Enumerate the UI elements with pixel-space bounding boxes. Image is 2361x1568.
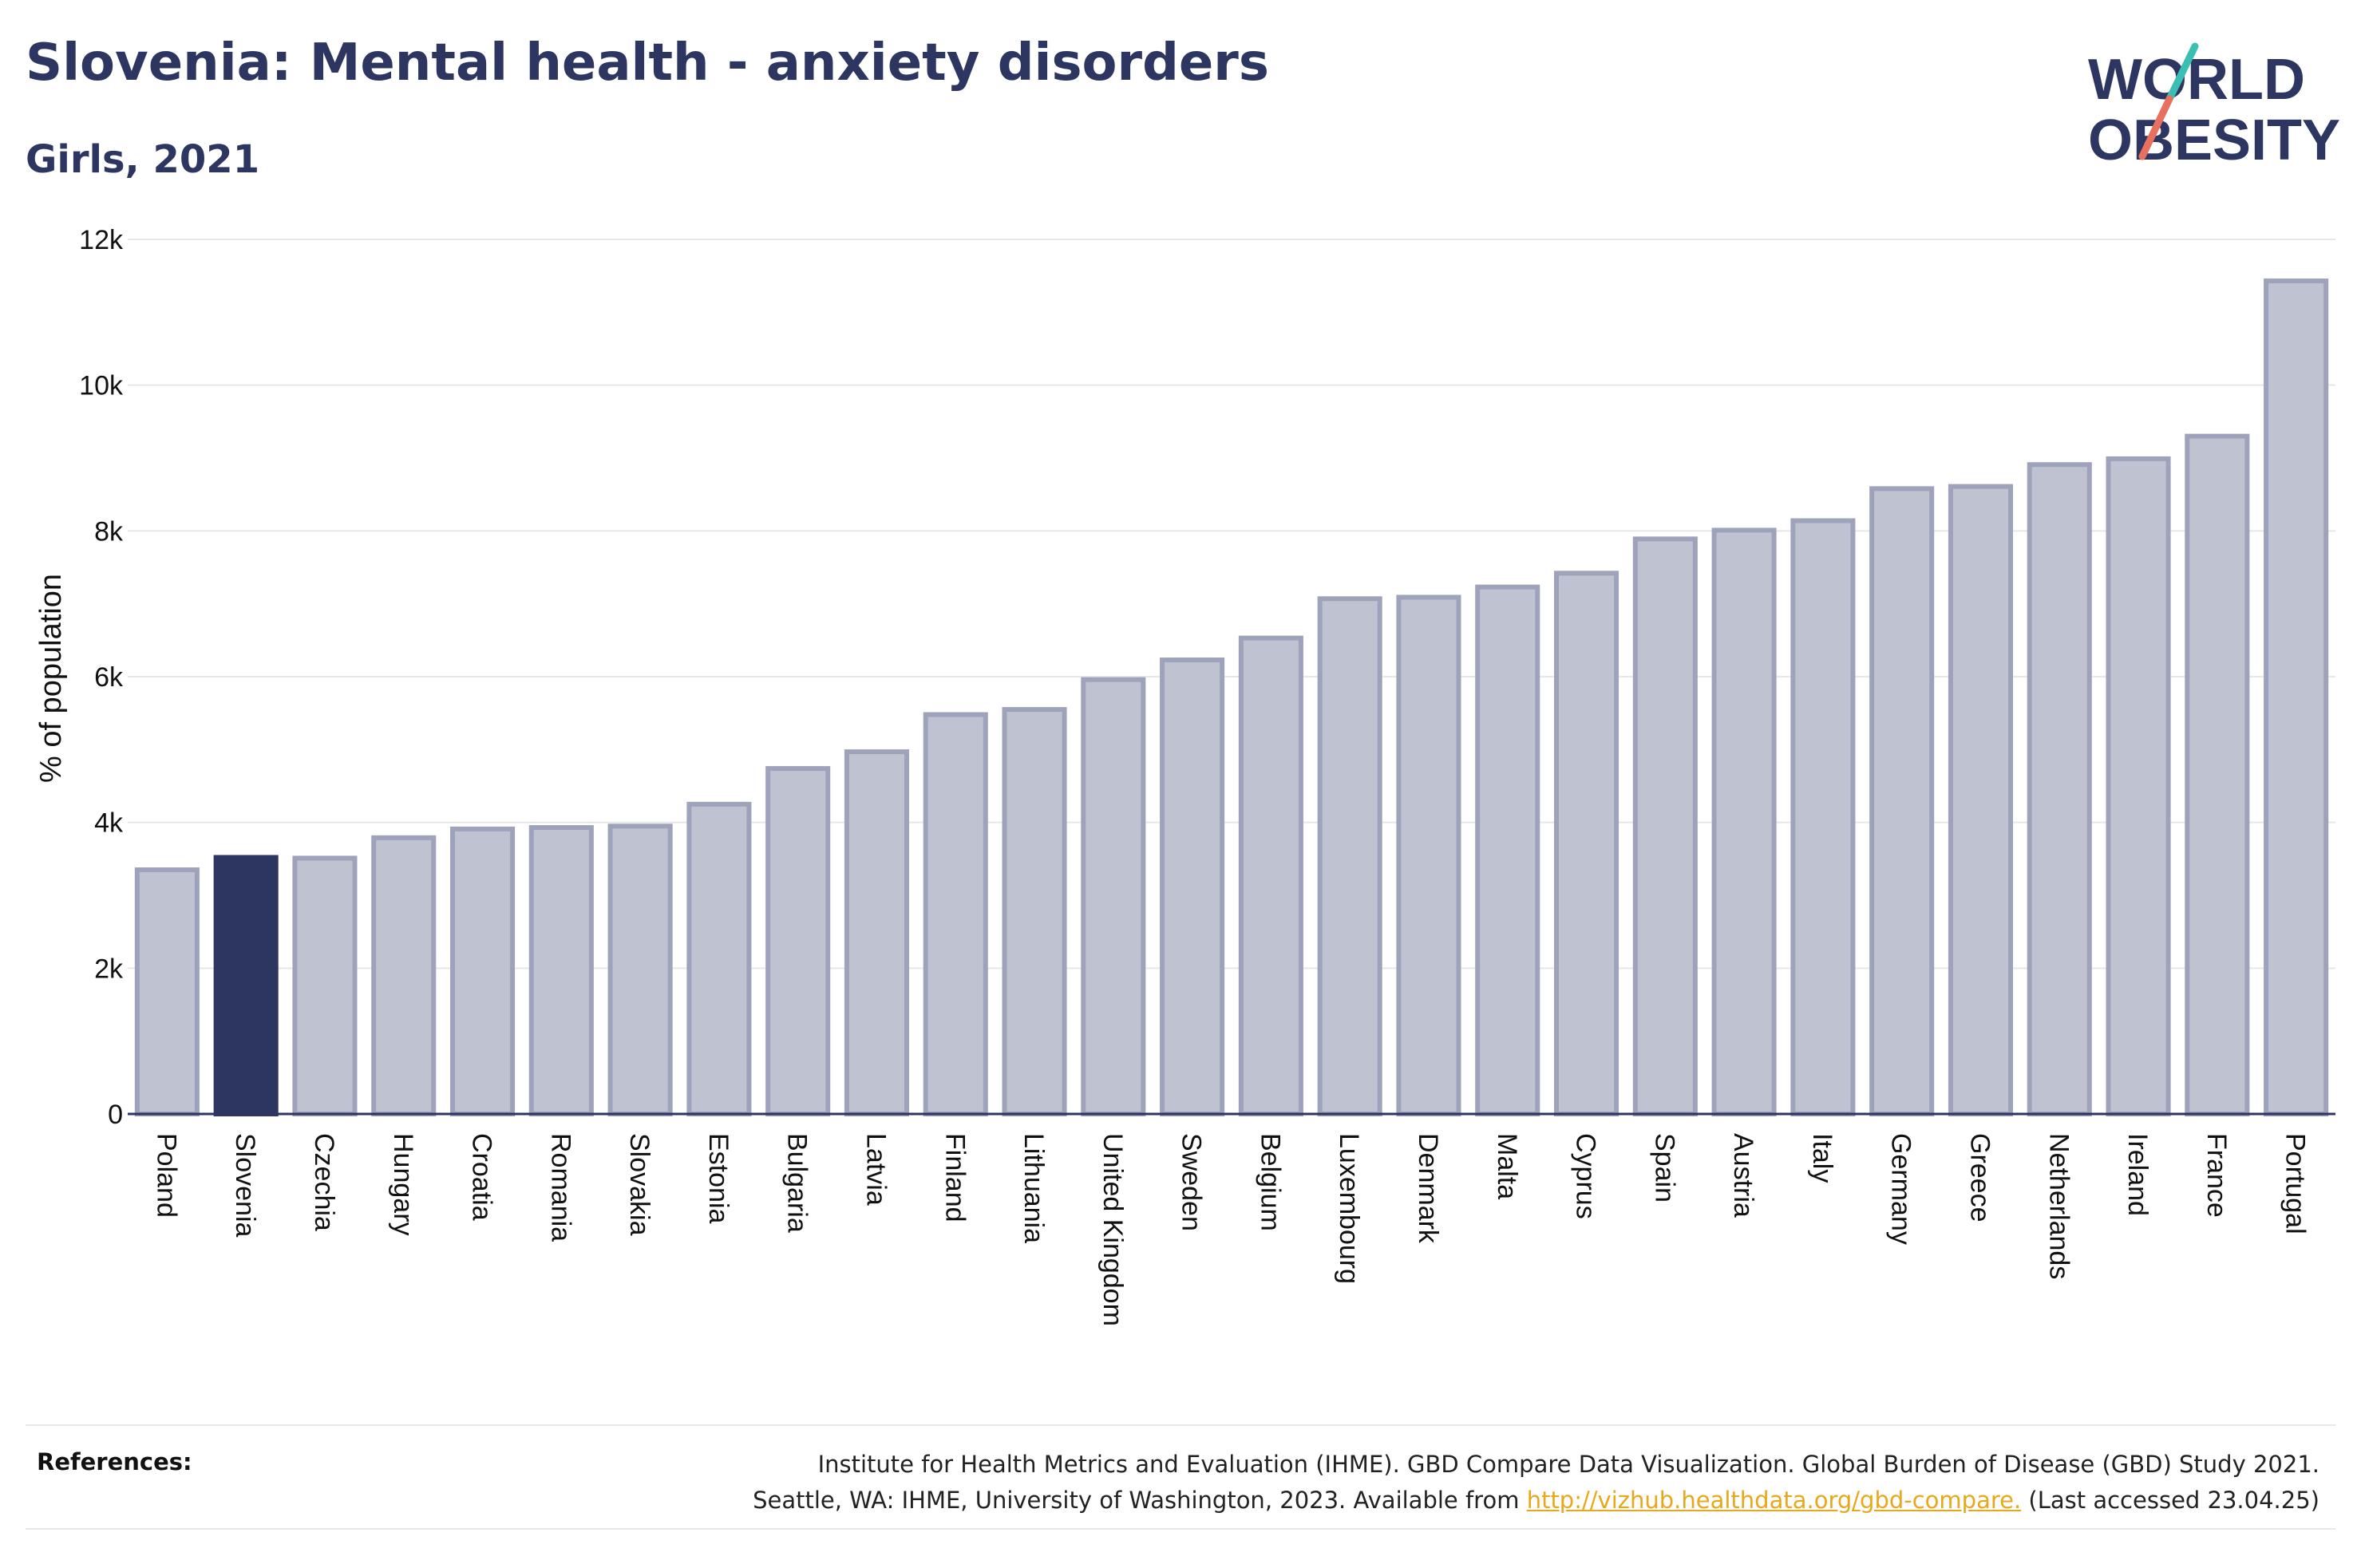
y-tick-label: 10k (79, 371, 124, 401)
bar-latvia (844, 749, 910, 1116)
chart-title: Slovenia: Mental health - anxiety disord… (26, 34, 1269, 93)
references-footer: References: Institute for Health Metrics… (26, 1424, 2335, 1530)
world-obesity-logo: WORLD OBESITY (2088, 42, 2340, 172)
y-tick-label: 4k (94, 808, 124, 839)
logo-text-world: WORLD (2088, 48, 2305, 112)
y-tick-label: 8k (94, 516, 124, 547)
bar-italy (1790, 518, 1856, 1116)
bar-estonia (686, 801, 752, 1116)
x-tick-label: United Kingdom (1097, 1133, 1128, 1326)
bar-united-kingdom (1081, 677, 1146, 1116)
x-tick-label: Ireland (2122, 1133, 2153, 1216)
chart-subtitle: Girls, 2021 (26, 137, 260, 182)
bars (128, 278, 2335, 1117)
y-tick-labels: 0 2k 4k 6k 8k 10k 12k (79, 225, 124, 1130)
bar-bulgaria (765, 766, 831, 1117)
bar-austria (1711, 527, 1777, 1116)
bar-denmark (1396, 594, 1461, 1116)
bar-portugal (2264, 278, 2329, 1116)
x-tick-label: Romania (545, 1133, 575, 1242)
bar-poland (134, 867, 200, 1116)
bar-croatia (449, 826, 516, 1117)
bar-cyprus (1553, 571, 1619, 1116)
y-tick-label: 12k (79, 225, 124, 255)
x-tick-label: Bulgaria (782, 1133, 813, 1233)
x-tick-label: Slovenia (230, 1133, 260, 1238)
bar-chart: 0 2k 4k 6k 8k 10k 12k Poland Slovenia Czechia Hun… (34, 225, 2335, 1326)
y-tick-label: 6k (94, 662, 124, 693)
x-tick-label: Poland (151, 1133, 181, 1218)
references-label: References: (37, 1448, 192, 1475)
x-tick-label: Latvia (860, 1133, 891, 1206)
bar-finland (923, 712, 988, 1116)
x-tick-label: Portugal (2280, 1133, 2311, 1234)
bar-belgium (1238, 635, 1303, 1116)
x-tick-label: Austria (1728, 1133, 1758, 1218)
x-tick-label: Denmark (1413, 1133, 1443, 1244)
bar-ireland (2106, 456, 2171, 1116)
x-tick-label: France (2201, 1133, 2232, 1218)
x-tick-label: Malta (1492, 1133, 1522, 1199)
bar-czechia (292, 855, 358, 1117)
logo-text-obesity: OBESITY (2088, 109, 2340, 172)
y-tick-label: 0 (108, 1100, 123, 1130)
bar-slovakia (607, 823, 673, 1116)
bar-luxembourg (1317, 596, 1382, 1116)
reference-line-1: Institute for Health Metrics and Evaluat… (817, 1451, 2319, 1478)
x-tick-label: Finland (939, 1133, 970, 1222)
bar-slovenia (213, 855, 279, 1117)
bar-greece (1948, 484, 2014, 1116)
reference-link[interactable]: http://vizhub.healthdata.org/gbd-compare… (1526, 1486, 2022, 1514)
y-axis-label: % of population (34, 574, 68, 783)
x-tick-label: Spain (1649, 1133, 1679, 1203)
bar-lithuania (1002, 707, 1067, 1116)
x-tick-label: Greece (1964, 1133, 1995, 1222)
bar-hungary (371, 835, 437, 1116)
x-tick-label: Netherlands (2043, 1133, 2074, 1279)
x-tick-label: Luxembourg (1334, 1133, 1364, 1284)
reference-line-2-end: (Last accessed 23.04.25) (2021, 1486, 2319, 1514)
x-tick-label: Croatia (467, 1133, 497, 1221)
x-tick-label: Estonia (703, 1133, 734, 1223)
logo-slash-teal (2165, 42, 2199, 103)
references-text: Institute for Health Metrics and Evaluat… (753, 1447, 2319, 1519)
bar-malta (1475, 584, 1540, 1116)
x-tick-label: Slovakia (624, 1133, 655, 1236)
bar-netherlands (2027, 462, 2092, 1116)
x-tick-labels: Poland Slovenia Czechia Hungary Croatia Roman… (151, 1133, 2310, 1326)
bar-sweden (1160, 657, 1225, 1116)
x-tick-label: Sweden (1177, 1133, 1207, 1231)
x-tick-label: Lithuania (1018, 1133, 1049, 1243)
bar-spain (1632, 536, 1698, 1116)
x-tick-label: Italy (1807, 1133, 1837, 1183)
x-tick-label: Belgium (1255, 1133, 1285, 1231)
x-tick-label: Hungary (388, 1133, 418, 1236)
reference-line-2-start: Seattle, WA: IHME, University of Washing… (753, 1486, 1527, 1514)
logo-slash-red (2138, 95, 2173, 160)
x-tick-label: Cyprus (1571, 1133, 1601, 1219)
x-tick-label: Czechia (309, 1133, 339, 1231)
x-tick-label: Germany (1886, 1133, 1916, 1245)
bar-france (2185, 433, 2250, 1116)
y-tick-label: 2k (94, 954, 124, 984)
bar-germany (1869, 486, 1935, 1116)
bar-romania (528, 825, 594, 1117)
